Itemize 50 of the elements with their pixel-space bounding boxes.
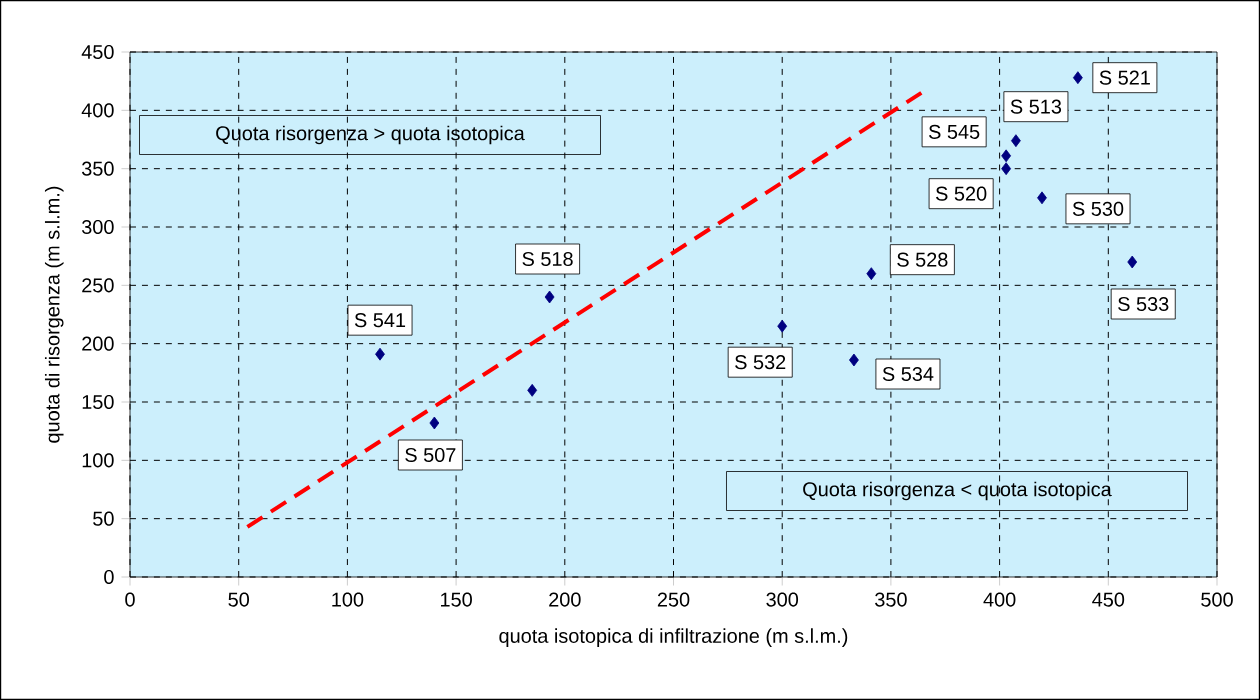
point xyxy=(1127,255,1138,269)
x-tick-label: 350 xyxy=(875,592,907,607)
x-tick-label: 200 xyxy=(549,592,581,607)
annotation: S 530 xyxy=(1072,201,1124,216)
point xyxy=(375,347,385,361)
annotation: S 520 xyxy=(935,186,987,201)
point xyxy=(1037,191,1047,205)
annotation: S 528 xyxy=(897,252,948,267)
x-axis-title: quota isotopica di infiltrazione (m s.l.m.) xyxy=(499,628,848,647)
y-tick-label: 100 xyxy=(82,453,114,468)
y-tick-label: 50 xyxy=(93,511,114,526)
annotation: S 533 xyxy=(1118,296,1169,312)
x-tick-label: 450 xyxy=(1092,592,1125,607)
y-tick-label: 0 xyxy=(104,569,114,585)
annotation: S 532 xyxy=(735,355,786,370)
annotation: S 545 xyxy=(928,124,980,139)
x-tick-label: 250 xyxy=(657,592,690,607)
annotation: S 534 xyxy=(882,366,934,382)
point xyxy=(1011,134,1021,148)
y-tick-label: 350 xyxy=(81,161,114,176)
point xyxy=(866,267,877,281)
y-axis-title: quota di risorgenza (m s.l.m.) xyxy=(44,186,64,443)
annotation: S 521 xyxy=(1099,70,1150,85)
point xyxy=(1072,71,1083,85)
y-tick-label: 200 xyxy=(82,336,114,351)
x-tick-label: 500 xyxy=(1201,592,1233,607)
point xyxy=(429,416,440,430)
x-tick-label: 300 xyxy=(766,592,799,607)
annotation: S 513 xyxy=(1010,99,1062,114)
annotation: Quota risorgenza < quota isotopica xyxy=(803,481,1112,501)
point xyxy=(777,319,788,333)
point xyxy=(1001,149,1012,163)
x-tick-label: 400 xyxy=(983,592,1016,607)
y-tick-label: 150 xyxy=(82,394,114,410)
annotation: Quota risorgenza > quota isotopica xyxy=(216,125,525,145)
y-tick-label: 400 xyxy=(81,103,114,118)
x-tick-label: 0 xyxy=(125,592,135,607)
point xyxy=(849,353,859,367)
y-tick-label: 300 xyxy=(81,219,114,235)
x-tick-label: 150 xyxy=(441,592,472,607)
y-tick-label: 450 xyxy=(81,44,114,60)
annotation: S 518 xyxy=(522,251,573,267)
point xyxy=(527,383,538,397)
point xyxy=(544,290,555,304)
point xyxy=(1001,162,1012,176)
annotation: S 541 xyxy=(354,313,406,328)
x-tick-label: 100 xyxy=(332,592,364,607)
y-tick-label: 250 xyxy=(82,278,114,293)
annotation: S 507 xyxy=(405,447,456,463)
x-tick-label: 50 xyxy=(228,592,250,607)
